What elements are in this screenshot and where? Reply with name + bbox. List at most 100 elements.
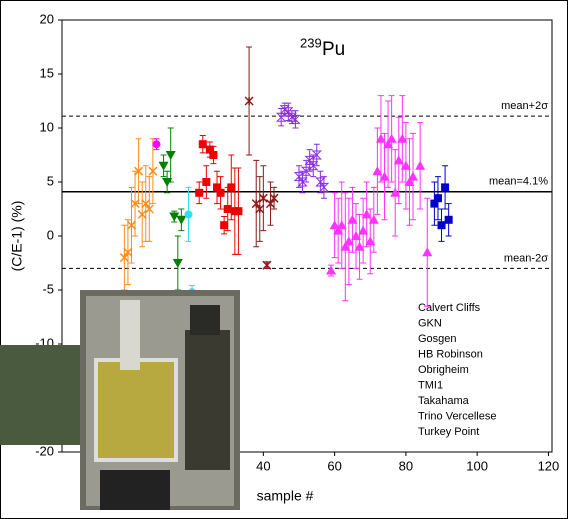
y-tick-label: 20	[40, 11, 54, 26]
point	[202, 178, 211, 186]
point	[234, 207, 243, 216]
point	[169, 212, 180, 222]
x-tick-label: 60	[327, 458, 341, 473]
y-axis-label: (C/E-1) (%)	[9, 201, 25, 272]
point	[430, 199, 439, 208]
y-tick-label: -15	[35, 389, 54, 404]
point	[209, 151, 218, 159]
x-tick-label: 20	[185, 458, 199, 473]
point	[220, 221, 229, 230]
point	[351, 231, 361, 240]
point	[375, 133, 386, 143]
y-tick-label: 10	[40, 119, 54, 134]
point	[368, 214, 379, 224]
point	[365, 236, 376, 246]
point	[340, 241, 351, 251]
point	[347, 214, 358, 224]
point	[152, 140, 161, 149]
point	[165, 151, 176, 160]
point	[308, 161, 319, 171]
legend-entry: Turkey Point	[418, 426, 479, 438]
point	[329, 220, 340, 230]
point	[130, 199, 140, 209]
point	[188, 288, 197, 297]
point	[279, 105, 290, 115]
legend-entry: Gosgen	[418, 333, 457, 345]
point	[333, 225, 344, 235]
x-tick-label: 80	[399, 458, 413, 473]
point	[184, 210, 193, 219]
point	[408, 171, 419, 181]
point	[172, 259, 183, 268]
x-tick-label: 100	[466, 458, 488, 473]
point	[379, 171, 390, 181]
title: Pu	[322, 39, 345, 60]
point	[415, 160, 426, 170]
point	[258, 193, 268, 203]
point	[354, 241, 365, 251]
point	[223, 205, 232, 213]
legend-entry: Takahama	[418, 395, 470, 407]
point	[137, 209, 147, 219]
point	[397, 133, 408, 143]
point	[393, 155, 404, 165]
y-tick-label: 0	[47, 227, 54, 242]
point	[390, 187, 401, 197]
x-tick-label: 0	[117, 458, 124, 473]
point	[144, 204, 154, 214]
x-tick-label: 40	[256, 458, 270, 473]
point	[216, 188, 225, 197]
point	[134, 166, 144, 176]
point	[404, 177, 415, 186]
legend-entry: Trino Vercellese	[418, 410, 496, 422]
point	[205, 145, 214, 154]
legend-entry: Obrigheim	[418, 364, 469, 376]
point	[158, 161, 169, 171]
legend-entry: GKN	[418, 317, 442, 329]
point	[262, 260, 272, 270]
point	[383, 139, 394, 149]
point	[437, 221, 446, 230]
point	[433, 194, 442, 203]
point	[255, 204, 265, 214]
point	[269, 193, 279, 203]
point	[123, 247, 133, 257]
point	[441, 183, 450, 192]
point	[297, 177, 308, 187]
point	[311, 150, 323, 160]
point	[336, 220, 347, 230]
y-tick-label: 15	[40, 65, 54, 80]
point	[213, 183, 222, 192]
y-tick-label: -10	[35, 335, 54, 350]
reference-label: mean+2σ	[501, 100, 548, 112]
legend-entry: TMI1	[418, 379, 443, 391]
point	[244, 96, 254, 106]
point	[358, 225, 369, 235]
point	[444, 215, 453, 224]
x-tick-label: 120	[538, 458, 560, 473]
point	[361, 209, 372, 219]
point	[343, 236, 354, 246]
point	[386, 133, 397, 143]
y-tick-label: -5	[42, 281, 54, 296]
point	[318, 182, 330, 192]
y-tick-label: 5	[47, 173, 54, 188]
point	[400, 160, 411, 170]
point	[300, 166, 312, 176]
legend-entry: HB Robinson	[418, 348, 483, 360]
x-axis-label: sample #	[257, 488, 314, 504]
legend-entry: Calvert Cliffs	[418, 302, 481, 314]
point	[290, 114, 301, 124]
point	[372, 166, 383, 176]
point	[141, 199, 151, 209]
reference-label: mean=4.1%	[489, 176, 548, 188]
point	[326, 265, 337, 275]
reference-label: mean-2σ	[504, 252, 548, 264]
point	[176, 215, 187, 225]
point	[148, 166, 158, 176]
title-superscript: 239	[300, 35, 322, 50]
point	[119, 253, 129, 263]
point	[195, 188, 204, 197]
